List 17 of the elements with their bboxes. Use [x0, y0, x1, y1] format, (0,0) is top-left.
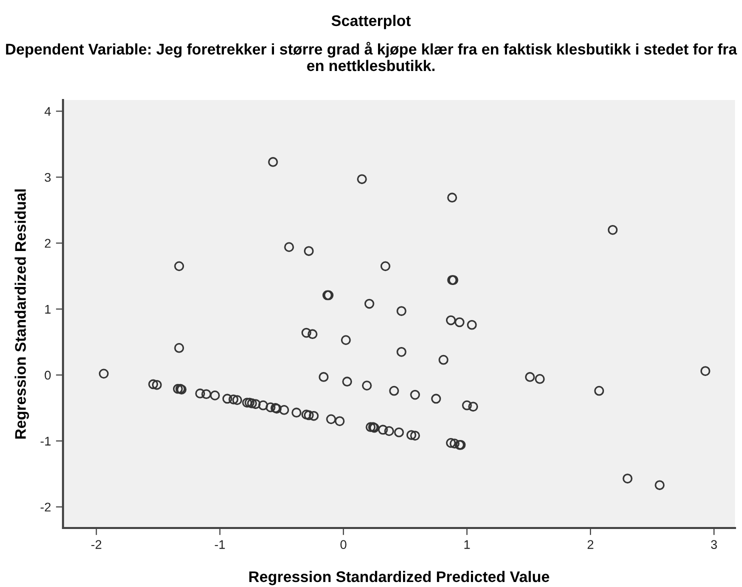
x-axis-title: Regression Standardized Predicted Value	[249, 570, 550, 586]
y-tick-label: 3	[44, 172, 51, 182]
y-tick-label: -1	[40, 436, 51, 446]
x-tick-label: -1	[214, 540, 225, 549]
y-tick-label: 1	[45, 304, 51, 314]
x-tick-label: 3	[711, 540, 717, 549]
y-tick-label: 4	[44, 107, 51, 116]
y-tick-label: 0	[44, 370, 51, 380]
y-tick-label: -2	[40, 502, 51, 512]
chart-subtitle: Dependent Variable: Jeg foretrekker i større grad å kjøpe klær fra en faktisk klesbutikk i stedet for fra en nettklesbutikk.	[6, 42, 738, 72]
y-axis-title: Regression Standardized Residual	[14, 189, 29, 439]
y-tick-label: 2	[44, 238, 51, 248]
chart-title: Scatterplot	[332, 14, 411, 30]
x-tick-label: 2	[588, 540, 594, 549]
x-tick-label: -2	[91, 540, 102, 549]
x-tick-label: 1	[464, 540, 470, 549]
x-tick-label: 0	[340, 540, 346, 549]
